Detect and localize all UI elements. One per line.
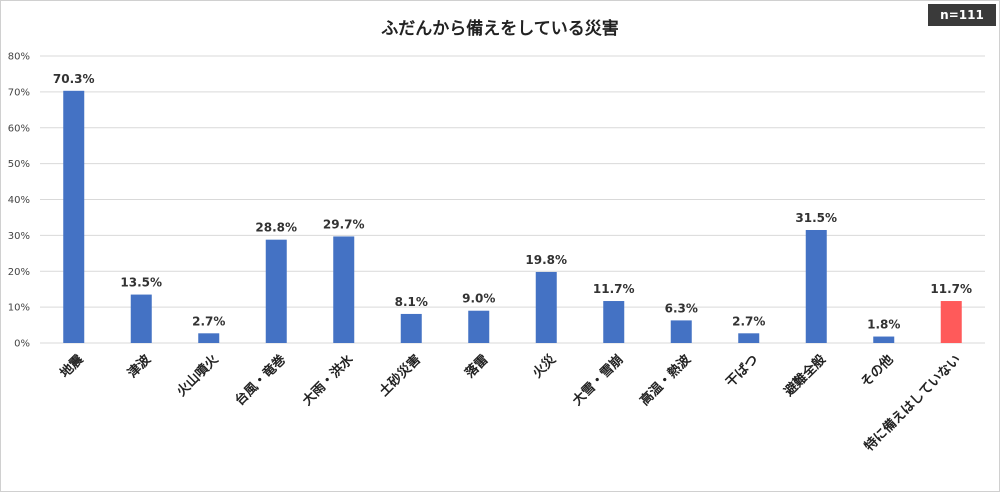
- x-tick-label: 津波: [124, 351, 154, 381]
- bar: [603, 301, 625, 343]
- bar: [873, 336, 895, 343]
- x-tick-label: 高温・熱波: [637, 351, 695, 409]
- bar: [940, 301, 962, 343]
- bar: [468, 310, 490, 343]
- data-label: 29.7%: [323, 217, 365, 231]
- bar: [670, 320, 692, 343]
- y-tick-label: 20%: [8, 267, 30, 278]
- x-tick-label: 火山噴火: [173, 351, 222, 400]
- y-tick-label: 80%: [8, 52, 30, 63]
- y-tick-label: 60%: [8, 123, 30, 134]
- y-tick-label: 10%: [8, 303, 30, 314]
- x-tick-label: 地震: [57, 351, 87, 381]
- data-label: 13.5%: [120, 276, 162, 290]
- data-label: 9.0%: [462, 292, 495, 306]
- bar: [333, 236, 355, 343]
- bar: [535, 271, 557, 343]
- bar: [805, 229, 827, 343]
- y-tick-label: 30%: [8, 231, 30, 242]
- bar: [198, 333, 220, 343]
- x-tick-label: 避難全般: [781, 352, 829, 400]
- x-tick-label: 火災: [530, 352, 560, 382]
- data-label: 11.7%: [930, 282, 972, 296]
- bar: [265, 239, 287, 343]
- data-label: 2.7%: [732, 314, 765, 328]
- data-label: 1.8%: [867, 318, 900, 332]
- x-tick-label: 台風・竜巻: [232, 351, 290, 409]
- x-tick-label: 落雷: [462, 352, 492, 382]
- x-tick-label: 土砂災害: [376, 352, 424, 400]
- data-label: 70.3%: [53, 72, 95, 86]
- data-label: 31.5%: [795, 211, 837, 225]
- bar: [738, 333, 760, 343]
- chart-title: ふだんから備えをしている災害: [381, 19, 619, 39]
- bar: [63, 90, 85, 343]
- x-tick-label: 大雪・雪崩: [569, 352, 626, 409]
- bar: [130, 294, 152, 343]
- data-label: 28.8%: [255, 221, 297, 235]
- data-label: 19.8%: [525, 253, 567, 267]
- data-label: 2.7%: [192, 314, 225, 328]
- data-label: 6.3%: [665, 301, 698, 315]
- bar: [400, 313, 422, 343]
- x-tick-label: 大雨・洪水: [299, 351, 357, 409]
- x-tick-label: その他: [858, 352, 897, 391]
- data-label: 8.1%: [395, 295, 428, 309]
- x-tick-label: 干ばつ: [723, 352, 761, 390]
- y-tick-label: 50%: [8, 159, 30, 170]
- y-tick-label: 40%: [8, 195, 30, 206]
- sample-size-badge: n=111: [928, 4, 996, 26]
- data-label: 11.7%: [593, 282, 635, 296]
- y-tick-label: 70%: [8, 87, 30, 98]
- y-tick-label: 0%: [14, 339, 30, 350]
